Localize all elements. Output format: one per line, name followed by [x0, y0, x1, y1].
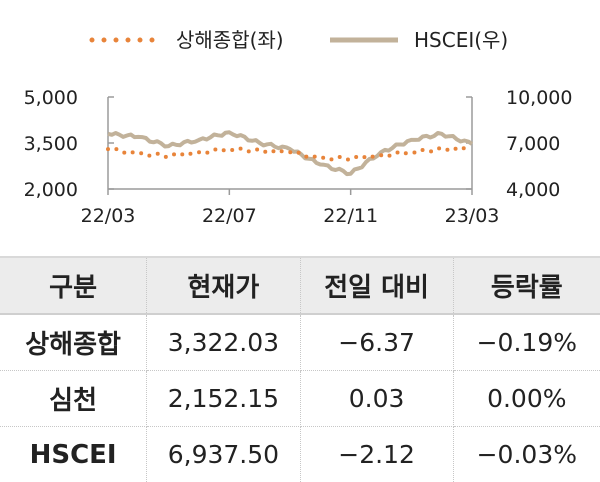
- table-header-row: 구분 현재가 전일 대비 등락률: [0, 257, 600, 314]
- legend-label-hscei: HSCEI(우): [414, 28, 508, 52]
- header-change-rate: 등락률: [453, 257, 600, 314]
- legend: 상해종합(좌) HSCEI(우): [92, 28, 508, 52]
- x-tick-label: 23/03: [445, 205, 500, 227]
- cell-change: −2.12: [300, 427, 453, 482]
- right-tick-label: 4,000: [506, 179, 560, 201]
- header-category: 구분: [0, 257, 147, 314]
- table-row: 심천 2,152.15 0.03 0.00%: [0, 371, 600, 427]
- left-tick-label: 5,000: [24, 87, 78, 109]
- x-tick-label: 22/07: [202, 205, 257, 227]
- cell-change: −6.37: [300, 314, 453, 371]
- cell-change: 0.03: [300, 371, 453, 427]
- table-row: 상해종합 3,322.03 −6.37 −0.19%: [0, 314, 600, 371]
- header-price: 현재가: [147, 257, 300, 314]
- market-table: 구분 현재가 전일 대비 등락률 상해종합 3,322.03 −6.37 −0.…: [0, 256, 600, 482]
- cell-change-rate: 0.00%: [453, 371, 600, 427]
- plot-area: [108, 132, 472, 174]
- table-row: HSCEI 6,937.50 −2.12 −0.03%: [0, 427, 600, 482]
- cell-price: 3,322.03: [147, 314, 300, 371]
- legend-label-shanghai: 상해종합(좌): [176, 28, 284, 52]
- row-name: 상해종합: [0, 314, 147, 371]
- left-tick-label: 2,000: [24, 179, 78, 201]
- cell-change-rate: −0.19%: [453, 314, 600, 371]
- x-tick-label: 22/11: [323, 205, 378, 227]
- left-tick-label: 3,500: [24, 133, 78, 155]
- cell-price: 2,152.15: [147, 371, 300, 427]
- x-tick-label: 22/03: [81, 205, 136, 227]
- axes: 5,000 3,500 2,000 10,000 7,000 4,000 22/03 22/0…: [24, 87, 573, 227]
- dual-axis-line-chart: 상해종합(좌) HSCEI(우) 5,000 3,500 2,000 10,000 7,0…: [0, 0, 600, 250]
- cell-price: 6,937.50: [147, 427, 300, 482]
- row-name: 심천: [0, 371, 147, 427]
- cell-change-rate: −0.03%: [453, 427, 600, 482]
- right-tick-label: 7,000: [506, 133, 560, 155]
- row-name: HSCEI: [0, 427, 147, 482]
- right-tick-label: 10,000: [506, 87, 572, 109]
- header-change: 전일 대비: [300, 257, 453, 314]
